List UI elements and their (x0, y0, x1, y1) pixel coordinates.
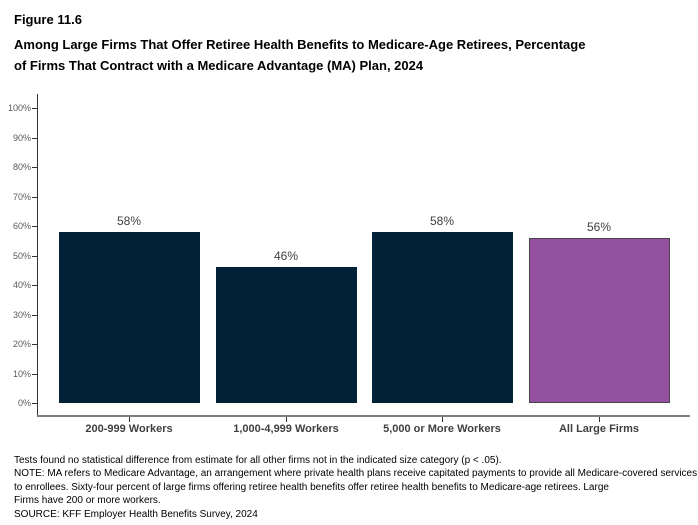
y-axis-tick-label: 0% (17, 398, 31, 408)
figure-header: Figure 11.6 Among Large Firms That Offer… (14, 10, 674, 76)
x-axis-tick-mark (442, 417, 443, 422)
y-axis-tick-label: 80% (12, 162, 31, 172)
y-axis-tick-mark (32, 196, 37, 198)
footnotes: Tests found no statistical difference fr… (14, 454, 698, 521)
y-axis-tick-mark (32, 226, 37, 227)
x-axis-tick-mark (286, 417, 287, 422)
figure-title-line-2: of Firms That Contract with a Medicare A… (14, 58, 424, 73)
x-axis-category-label: 1,000-4,999 Workers (233, 423, 339, 435)
bar-value-label: 58% (429, 213, 455, 228)
y-axis-tick-label: 60% (12, 221, 31, 231)
footnote-note-line-2: to enrollees. Sixty-four percent of larg… (14, 481, 609, 493)
bar-value-label: 56% (586, 219, 612, 234)
footnote-source: SOURCE: KFF Employer Health Benefits Sur… (14, 508, 258, 520)
x-axis-category-label: 200-999 Workers (85, 423, 173, 435)
y-axis-tick-mark (32, 314, 37, 316)
y-axis-tick-label: 90% (12, 132, 31, 143)
y-axis-tick-mark (32, 255, 37, 257)
bar-value-label: 46% (273, 249, 299, 264)
figure-number: Figure 11.6 (14, 12, 82, 27)
y-axis-tick-label: 70% (12, 191, 31, 202)
y-axis-tick-mark (32, 108, 37, 109)
bar-1 (58, 231, 200, 403)
footnote-note-line-1: NOTE: MA refers to Medicare Advantage, a… (14, 468, 698, 480)
y-axis-tick-mark (32, 137, 37, 139)
y-axis-line (37, 94, 38, 417)
y-axis-tick-mark (32, 373, 37, 375)
y-axis-tick-label: 40% (12, 280, 31, 290)
footnote-note-line-3: Firms have 200 or more workers. (14, 495, 161, 507)
figure-title: Among Large Firms That Offer Retiree Hea… (14, 34, 674, 76)
x-axis-line (37, 415, 690, 417)
y-axis-tick-mark (32, 403, 37, 404)
figure-title-line-1: Among Large Firms That Offer Retiree Hea… (14, 37, 586, 52)
x-axis-category-label: 5,000 or More Workers (383, 423, 501, 435)
y-axis-tick-label: 20% (12, 339, 31, 349)
x-axis-tick-mark (129, 417, 130, 422)
y-axis-tick-label: 100% (7, 103, 31, 113)
bar-4 (528, 237, 670, 403)
x-axis-category-label: All Large Firms (558, 423, 640, 435)
bar-2 (215, 267, 357, 403)
y-axis-tick-mark (32, 167, 37, 168)
bar-value-label: 58% (116, 213, 142, 228)
footnote-stat-test: Tests found no statistical difference fr… (14, 455, 502, 466)
y-axis-tick-mark (32, 285, 37, 286)
y-axis-tick-label: 10% (12, 368, 31, 379)
y-axis-tick-mark (32, 344, 37, 345)
x-axis-tick-mark (599, 417, 600, 422)
y-axis-tick-label: 50% (12, 250, 31, 261)
y-axis-tick-label: 30% (12, 309, 31, 320)
bar-3 (371, 231, 513, 403)
